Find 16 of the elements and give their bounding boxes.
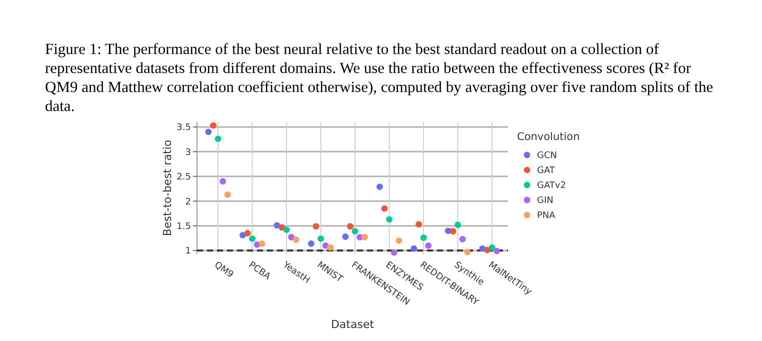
x-axis-title: Dataset bbox=[330, 318, 375, 331]
legend-label: GATv2 bbox=[537, 181, 566, 192]
x-tick-label: QM9 bbox=[212, 260, 236, 280]
y-tick-label: 3 bbox=[185, 148, 191, 158]
y-tick-label: 1 bbox=[185, 246, 191, 257]
legend-label: PNA bbox=[537, 211, 556, 222]
legend-label: GIN bbox=[537, 196, 554, 206]
y-tick-label: 2.5 bbox=[176, 172, 191, 183]
legend-title: Convolution bbox=[517, 131, 580, 143]
chart-title: Figure 1: The performance of the best neural relative to the best standard readout on a collection of representative datasets from different domains. We use the ratio between the effectiveness scores (R² for QM9 and Matthew correlation coefficient otherwise), computed by averaging over five random splits of the data. bbox=[45, 40, 714, 116]
y-tick-label: 1.5 bbox=[176, 222, 191, 232]
legend-label: GCN bbox=[537, 151, 557, 162]
y-tick-label: 3.5 bbox=[176, 123, 191, 134]
y-axis-title: Best-to-best ratio bbox=[161, 140, 174, 236]
y-tick-label: 2 bbox=[185, 197, 191, 208]
legend-label: GAT bbox=[537, 166, 556, 176]
